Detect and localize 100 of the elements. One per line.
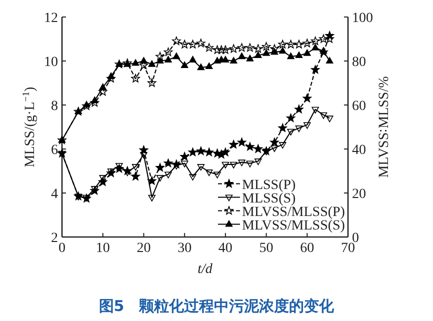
point — [147, 176, 156, 185]
point — [295, 52, 303, 58]
point — [229, 44, 238, 53]
point — [132, 164, 140, 171]
point — [326, 57, 334, 64]
point — [204, 43, 214, 52]
point — [180, 160, 188, 168]
point — [254, 144, 263, 153]
point — [164, 158, 173, 168]
y-tick-label: 8 — [51, 99, 58, 114]
x-tick-label: 20 — [136, 241, 151, 256]
legend-label: MLSS(P) — [242, 178, 296, 193]
point — [237, 43, 246, 52]
point — [310, 65, 320, 74]
point — [139, 146, 148, 154]
point — [172, 52, 180, 60]
point — [156, 57, 164, 64]
point — [238, 52, 246, 60]
point — [254, 158, 262, 166]
point — [312, 106, 319, 114]
point — [286, 114, 296, 122]
point — [310, 36, 320, 45]
point — [278, 40, 288, 48]
point — [156, 52, 164, 60]
point — [140, 57, 148, 64]
point — [287, 128, 294, 136]
point — [147, 78, 156, 87]
point — [312, 44, 319, 50]
y2-axis-title: MLVSS∶MLSS/% — [377, 76, 392, 178]
point — [204, 148, 214, 156]
point — [287, 52, 294, 60]
point — [197, 64, 205, 70]
y-tick-label: 4 — [51, 187, 58, 202]
point — [189, 56, 196, 62]
point — [164, 48, 173, 56]
point — [278, 47, 286, 54]
point — [262, 49, 270, 56]
point — [326, 116, 334, 122]
x-axis-title: t/d — [198, 262, 214, 277]
point — [294, 104, 304, 114]
point — [262, 148, 270, 156]
x-tick-label: 70 — [341, 241, 355, 256]
point — [230, 162, 238, 168]
point — [148, 194, 156, 202]
point — [294, 40, 304, 48]
point — [164, 56, 172, 62]
point — [221, 148, 230, 156]
x-tick-label: 40 — [218, 241, 232, 256]
point — [270, 48, 278, 55]
y2-tick-label: 40 — [352, 143, 366, 158]
point — [320, 47, 328, 54]
point — [246, 54, 254, 62]
point — [172, 36, 181, 45]
point — [270, 138, 279, 146]
x-tick-label: 0 — [58, 241, 66, 256]
point — [216, 45, 226, 54]
point — [278, 124, 288, 132]
point — [270, 44, 279, 53]
point — [222, 162, 230, 168]
point — [262, 42, 271, 50]
legend-label: MLSS(S) — [242, 191, 296, 206]
point — [188, 148, 198, 156]
point — [124, 170, 132, 176]
point — [246, 160, 254, 168]
y-tick-label: 10 — [44, 55, 58, 70]
point — [189, 174, 196, 180]
point — [156, 163, 164, 172]
point — [164, 172, 172, 178]
x-tick-label: 10 — [96, 241, 110, 256]
point — [237, 138, 246, 146]
point — [58, 150, 66, 158]
y-tick-label: 12 — [44, 11, 58, 26]
point — [91, 96, 98, 104]
y2-tick-label: 100 — [352, 11, 373, 26]
point — [304, 49, 311, 56]
point — [304, 122, 311, 129]
point — [132, 59, 140, 66]
point — [246, 43, 254, 52]
point — [254, 44, 263, 53]
text: 图5 颗粒化过程中污泥浓度的变化 — [98, 297, 336, 315]
point — [107, 72, 115, 79]
point — [302, 38, 312, 48]
point — [196, 38, 206, 48]
point — [319, 34, 328, 43]
y2-tick-label: 60 — [352, 99, 366, 114]
point — [320, 112, 328, 119]
point — [148, 60, 156, 67]
legend-label: MLVSS/MLSS(S) — [242, 218, 346, 234]
point — [230, 57, 238, 64]
point — [205, 62, 213, 70]
point — [131, 74, 140, 82]
point — [197, 164, 205, 171]
point — [74, 194, 82, 200]
point — [212, 45, 222, 54]
x-tick-label: 60 — [300, 241, 314, 256]
point — [82, 101, 90, 108]
point — [254, 52, 262, 58]
point — [205, 170, 213, 176]
y-tick-label: 2 — [51, 231, 58, 246]
point — [180, 61, 188, 68]
